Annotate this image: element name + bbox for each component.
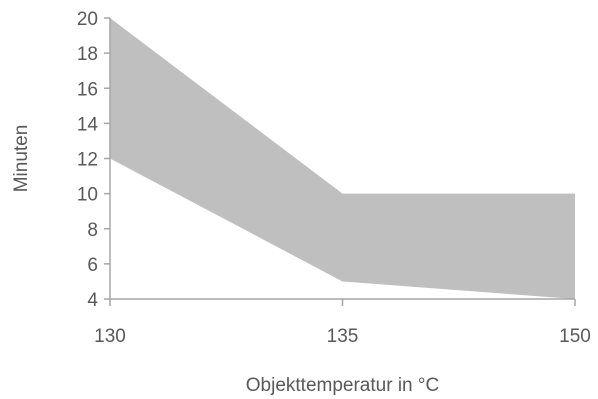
y-tick-label: 10 — [77, 185, 98, 206]
range-band — [110, 18, 575, 299]
y-tick-label: 18 — [77, 44, 98, 65]
y-tick-label: 16 — [77, 79, 98, 100]
y-tick-label: 4 — [87, 290, 98, 311]
x-axis-ticks: 130 135 150 — [94, 299, 591, 347]
y-tick-label: 12 — [77, 150, 98, 171]
y-axis-ticks: 4 6 8 10 12 14 16 18 20 — [77, 9, 110, 311]
x-tick-label: 130 — [94, 326, 126, 347]
y-tick-label: 6 — [87, 255, 98, 276]
y-tick-label: 14 — [77, 114, 99, 135]
y-axis-title: Minuten — [11, 125, 32, 193]
x-axis-title: Objekttemperatur in °C — [246, 375, 439, 396]
y-tick-label: 20 — [77, 9, 98, 30]
x-tick-label: 150 — [559, 326, 591, 347]
y-tick-label: 8 — [87, 220, 98, 241]
x-tick-label: 135 — [327, 326, 359, 347]
